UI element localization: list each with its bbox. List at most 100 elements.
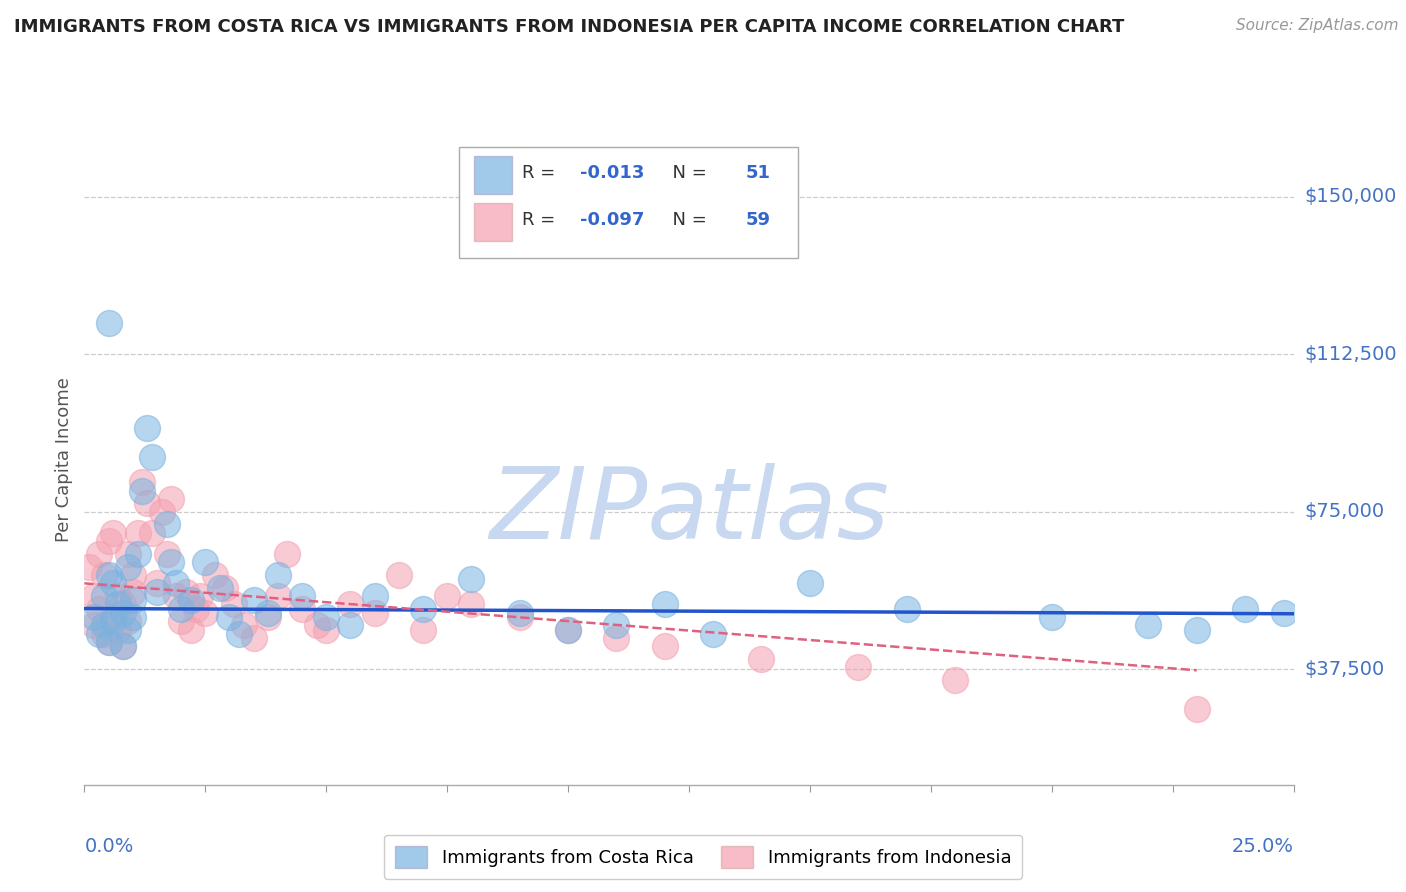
- Point: [654, 640, 676, 654]
- Point: [121, 593, 143, 607]
- Point: [121, 568, 143, 582]
- Text: R =: R =: [522, 164, 561, 182]
- Text: $37,500: $37,500: [1305, 660, 1385, 679]
- Legend: Immigrants from Costa Rica, Immigrants from Indonesia: Immigrants from Costa Rica, Immigrants f…: [384, 835, 1022, 879]
- Point: [436, 589, 458, 603]
- Point: [204, 568, 226, 582]
- Text: N =: N =: [661, 164, 713, 182]
- Point: [702, 626, 724, 640]
- Point: [267, 589, 290, 603]
- Point: [160, 555, 183, 569]
- Point: [103, 610, 125, 624]
- Point: [83, 610, 105, 624]
- Text: Source: ZipAtlas.com: Source: ZipAtlas.com: [1236, 18, 1399, 33]
- Text: $112,500: $112,500: [1305, 345, 1398, 364]
- Point: [460, 597, 482, 611]
- Point: [93, 568, 115, 582]
- Point: [412, 623, 434, 637]
- Point: [896, 601, 918, 615]
- Point: [190, 589, 212, 603]
- Point: [103, 614, 125, 628]
- Point: [605, 618, 627, 632]
- Point: [87, 626, 110, 640]
- Point: [77, 559, 100, 574]
- Point: [242, 593, 264, 607]
- Point: [117, 559, 139, 574]
- Text: 25.0%: 25.0%: [1232, 837, 1294, 856]
- Text: -0.097: -0.097: [581, 211, 644, 229]
- Point: [174, 584, 197, 599]
- Point: [276, 547, 298, 561]
- Point: [180, 593, 202, 607]
- Point: [155, 547, 177, 561]
- Point: [141, 450, 163, 465]
- Point: [315, 610, 337, 624]
- Point: [267, 568, 290, 582]
- Point: [136, 496, 159, 510]
- Point: [112, 640, 135, 654]
- Point: [112, 640, 135, 654]
- Y-axis label: Per Capita Income: Per Capita Income: [55, 377, 73, 541]
- Point: [654, 597, 676, 611]
- Point: [305, 618, 328, 632]
- Point: [412, 601, 434, 615]
- Point: [97, 635, 120, 649]
- Point: [194, 555, 217, 569]
- Point: [165, 576, 187, 591]
- Point: [233, 618, 256, 632]
- Point: [141, 525, 163, 540]
- Point: [160, 492, 183, 507]
- Point: [363, 589, 385, 603]
- Point: [218, 610, 240, 624]
- Point: [107, 597, 129, 611]
- Point: [943, 673, 966, 687]
- Point: [127, 525, 149, 540]
- Point: [83, 589, 105, 603]
- Text: IMMIGRANTS FROM COSTA RICA VS IMMIGRANTS FROM INDONESIA PER CAPITA INCOME CORREL: IMMIGRANTS FROM COSTA RICA VS IMMIGRANTS…: [14, 18, 1125, 36]
- Point: [146, 584, 169, 599]
- FancyBboxPatch shape: [474, 156, 512, 194]
- Point: [136, 421, 159, 435]
- Point: [257, 610, 280, 624]
- Point: [228, 626, 250, 640]
- Point: [751, 652, 773, 666]
- Point: [87, 547, 110, 561]
- Point: [97, 534, 120, 549]
- Point: [339, 597, 361, 611]
- Point: [799, 576, 821, 591]
- Point: [605, 631, 627, 645]
- Point: [257, 606, 280, 620]
- Point: [170, 601, 193, 615]
- Point: [1272, 606, 1295, 620]
- Point: [460, 572, 482, 586]
- Point: [155, 517, 177, 532]
- Point: [1185, 702, 1208, 716]
- Point: [93, 626, 115, 640]
- Point: [97, 635, 120, 649]
- Point: [339, 618, 361, 632]
- Text: $75,000: $75,000: [1305, 502, 1385, 522]
- Point: [224, 597, 246, 611]
- Point: [291, 601, 314, 615]
- Point: [184, 601, 207, 615]
- Point: [846, 660, 869, 674]
- FancyBboxPatch shape: [460, 147, 797, 258]
- Text: R =: R =: [522, 211, 561, 229]
- Text: -0.013: -0.013: [581, 164, 644, 182]
- Point: [1137, 618, 1160, 632]
- Text: ZIPatlas: ZIPatlas: [489, 463, 889, 560]
- Text: N =: N =: [661, 211, 713, 229]
- Point: [509, 606, 531, 620]
- Point: [1234, 601, 1257, 615]
- Point: [131, 475, 153, 490]
- Point: [121, 610, 143, 624]
- Point: [127, 547, 149, 561]
- Point: [117, 623, 139, 637]
- Point: [103, 576, 125, 591]
- Point: [194, 606, 217, 620]
- Point: [97, 568, 120, 582]
- Point: [557, 623, 579, 637]
- Point: [170, 614, 193, 628]
- Point: [97, 316, 120, 330]
- Point: [83, 618, 105, 632]
